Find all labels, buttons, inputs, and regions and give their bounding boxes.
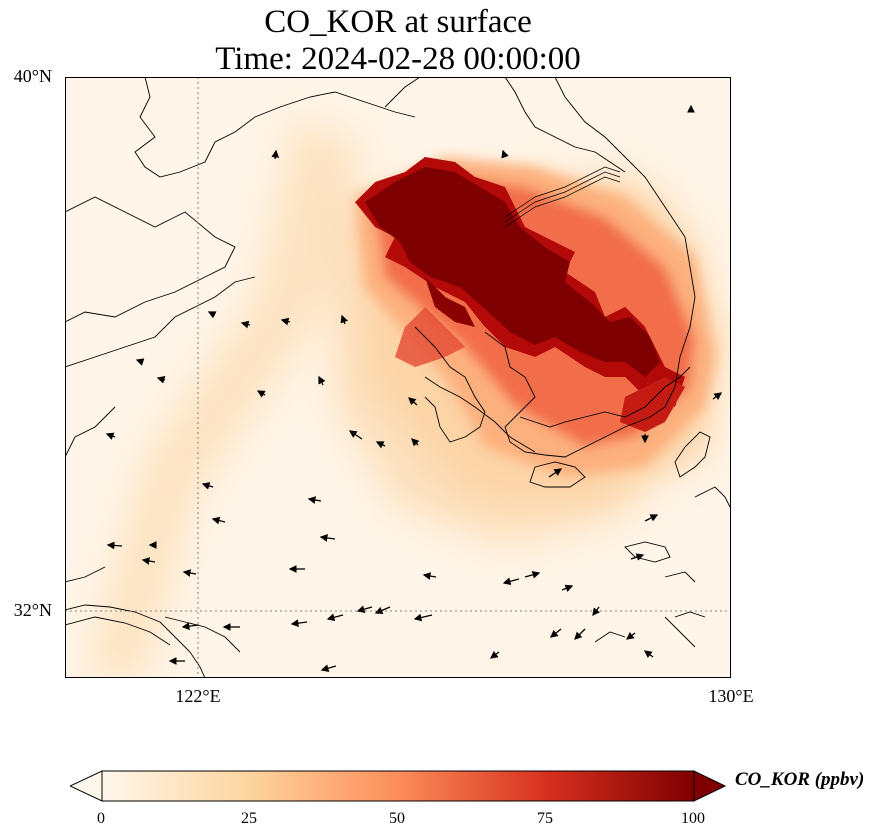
colorbar-tick-50: 50 xyxy=(389,810,405,827)
colorbar-gradient xyxy=(101,770,695,802)
wind-arrow xyxy=(141,557,156,565)
wind-arrow xyxy=(340,314,348,325)
colorbar-extend-min xyxy=(70,770,103,802)
map-frame xyxy=(65,77,731,678)
wind-arrow xyxy=(105,432,116,440)
wind-arrow xyxy=(319,534,336,542)
colorbar-label: CO_KOR (ppbv) xyxy=(735,769,865,790)
wind-arrow xyxy=(307,496,322,504)
wind-arrow xyxy=(280,317,291,326)
wind-arrow xyxy=(549,628,562,638)
wind-arrow xyxy=(524,571,541,579)
wind-arrow xyxy=(643,650,654,659)
wind-arrow xyxy=(644,514,659,522)
wind-arrow xyxy=(489,650,500,659)
wind-arrow xyxy=(712,392,723,401)
colorbar-tick-0: 0 xyxy=(97,810,105,827)
wind-arrow xyxy=(182,569,197,577)
wind-arrow xyxy=(156,376,166,384)
wind-arrow xyxy=(256,390,266,398)
colorbar-tick-75: 75 xyxy=(537,810,553,827)
wind-arrow xyxy=(630,553,645,561)
wind-arrow xyxy=(411,438,420,447)
wind-arrow xyxy=(356,605,373,613)
wind-arrow xyxy=(320,664,337,672)
wind-arrow xyxy=(502,577,520,586)
wind-arrow xyxy=(408,397,418,406)
map-title: CO_KOR at surface xyxy=(264,4,532,40)
wind-arrow xyxy=(561,584,574,593)
lat-label-40: 40°N xyxy=(13,66,52,86)
wind-arrow xyxy=(422,572,437,580)
map-time: Time: 2024-02-28 00:00:00 xyxy=(215,41,581,77)
wind-arrow xyxy=(574,628,586,640)
wind-arrow xyxy=(135,358,145,366)
wind-arrow xyxy=(207,311,217,319)
colorbar xyxy=(70,770,726,802)
wind-arrow xyxy=(271,149,280,160)
wind-arrow xyxy=(106,541,123,550)
wind-arrow xyxy=(240,320,251,329)
coastlines xyxy=(65,77,731,678)
wind-arrow xyxy=(290,619,308,628)
wind-arrow xyxy=(592,606,601,617)
wind-arrow xyxy=(548,468,563,478)
wind-arrow xyxy=(211,516,226,525)
wind-arrow xyxy=(181,622,200,631)
wind-arrow xyxy=(375,441,386,449)
gridlines xyxy=(65,77,731,678)
wind-arrow xyxy=(625,631,636,640)
colorbar-tick-25: 25 xyxy=(241,810,257,827)
wind-arrow xyxy=(326,613,344,622)
colorbar-extend-max xyxy=(693,770,726,802)
lon-label-130: 130°E xyxy=(708,686,754,706)
wind-arrow xyxy=(348,430,363,440)
colorbar-tick-100: 100 xyxy=(681,810,705,827)
wind-arrow xyxy=(413,613,433,622)
border-lines xyxy=(504,166,621,228)
wind-arrow xyxy=(501,149,509,159)
co-concentration-map xyxy=(65,77,731,678)
concentration-plume-core xyxy=(355,157,685,432)
wind-vectors xyxy=(105,104,723,672)
lat-label-32: 32°N xyxy=(13,600,52,620)
wind-arrow xyxy=(201,482,214,490)
lon-label-122: 122°E xyxy=(175,686,221,706)
wind-arrow xyxy=(374,606,391,615)
wind-arrow xyxy=(318,375,326,386)
